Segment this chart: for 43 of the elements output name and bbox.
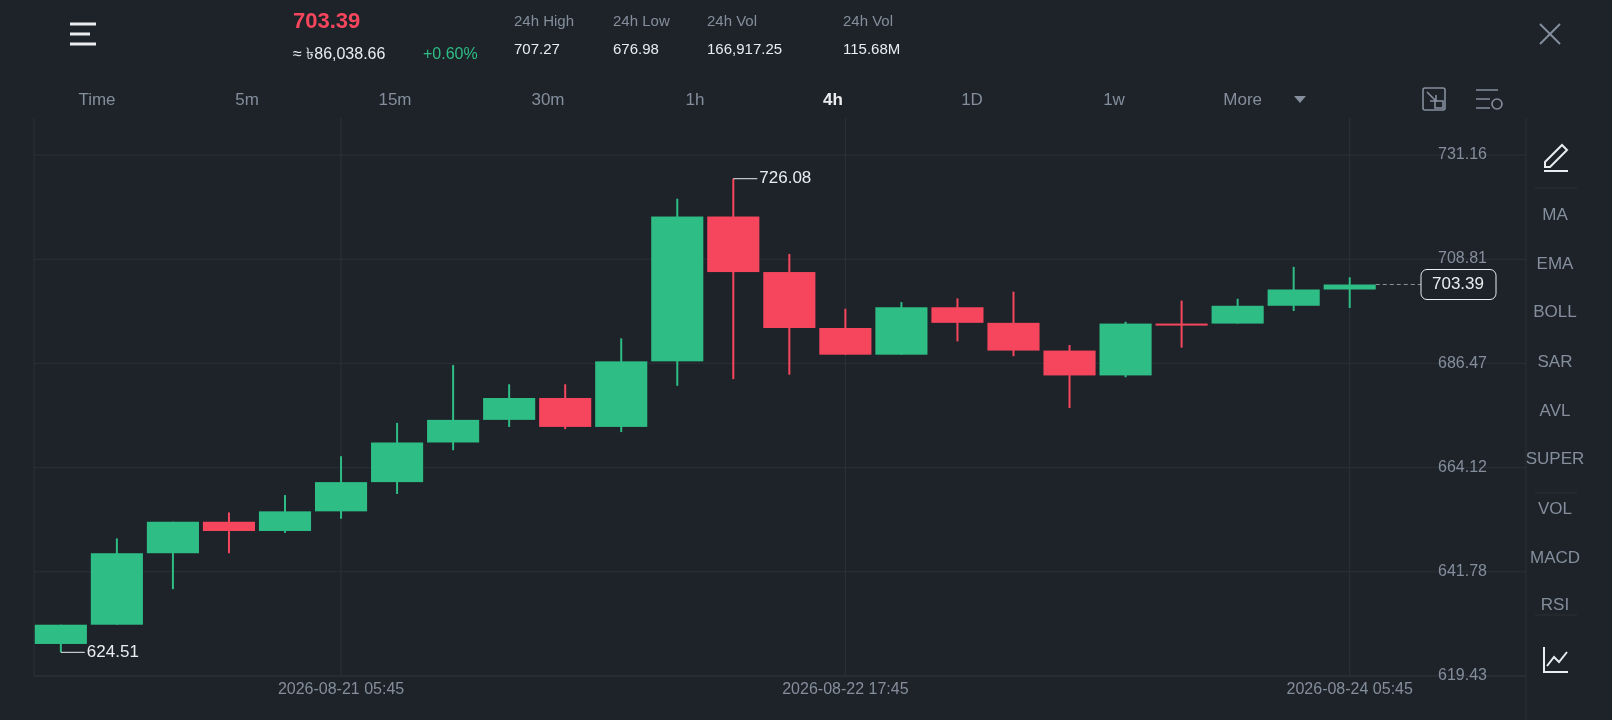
text: 30m <box>531 90 565 109</box>
text: 24h Vol <box>843 12 894 29</box>
text: 707.27 <box>514 40 560 57</box>
text: 24h Low <box>613 12 670 29</box>
annotation: 624.51 <box>86 641 139 661</box>
text: SAR <box>1537 352 1573 371</box>
text: 115.68M <box>843 40 901 57</box>
annotation: 726.08 <box>759 168 812 188</box>
text: ≈ ৳86,038.66 <box>293 45 386 62</box>
candlestick <box>1155 299 1208 349</box>
text: 15m <box>378 90 412 109</box>
y-tick-label: 686.47 <box>1438 353 1488 371</box>
y-tick-label: 708.81 <box>1438 249 1488 267</box>
text: MACD <box>1529 548 1581 567</box>
x-tick-label: 2026-08-24 05:45 <box>1286 680 1413 697</box>
text: 166,917.25 <box>707 40 783 57</box>
y-tick-label: 641.78 <box>1438 562 1488 580</box>
text: 4h <box>823 90 843 109</box>
text: 1w <box>1103 90 1126 109</box>
y-tick-label: 731.16 <box>1438 145 1488 163</box>
y-tick-label: 619.43 <box>1438 666 1488 684</box>
text: MA <box>1542 205 1569 224</box>
y-tick-label: 664.12 <box>1438 457 1488 475</box>
text: RSI <box>1540 595 1570 614</box>
x-tick-label: 2026-08-21 05:45 <box>277 680 405 697</box>
text: 676.98 <box>613 40 659 57</box>
text: Time <box>78 90 116 109</box>
text: +0.60% <box>423 45 478 62</box>
x-tick-label: 2026-08-22 17:45 <box>782 680 909 697</box>
text: 24h Vol <box>707 12 758 29</box>
text: AVL <box>1539 401 1571 420</box>
text: 1D <box>961 90 983 109</box>
text: EMA <box>1536 254 1575 273</box>
text: More <box>1223 90 1262 109</box>
text: 1h <box>685 90 705 109</box>
ref-line-label: 703.39 <box>1432 273 1484 293</box>
text: BOLL <box>1533 302 1577 321</box>
text: 703.39 <box>293 8 361 33</box>
text: 24h High <box>514 12 575 29</box>
text: 5m <box>235 90 259 109</box>
text: VOL <box>1537 499 1573 518</box>
candlestick <box>202 511 256 555</box>
annotation: SUPER <box>1525 449 1585 468</box>
